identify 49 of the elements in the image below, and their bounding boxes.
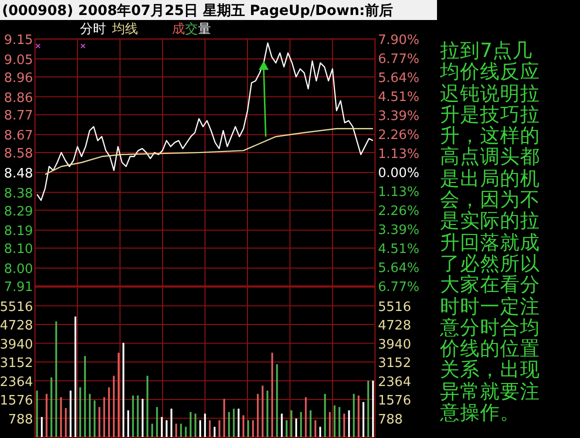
text: 分时: [80, 22, 106, 37]
y-tick-label: 5516: [0, 300, 33, 315]
y2-tick-label: 4.51%: [378, 90, 420, 106]
y-tick-label: 8.48: [4, 166, 33, 182]
y2-tick-label: 2.26%: [378, 128, 420, 143]
y2-tick-label: 4.51%: [378, 242, 420, 257]
text: 成交量: [172, 21, 211, 37]
y2-tick-label: 5516: [378, 300, 412, 315]
y2-tick-label: 6.77%: [378, 52, 420, 68]
y2-tick-label: 4728: [378, 318, 412, 334]
y-tick-label: 8.29: [4, 204, 33, 220]
y-tick-label: 8.86: [4, 90, 33, 106]
y-tick-label: 8.96: [4, 70, 33, 86]
y2-tick-label: 0.00%: [378, 166, 420, 182]
y2-tick-label: 1.13%: [378, 146, 420, 162]
line-series: [44, 128, 374, 176]
y-tick-label: 3940: [0, 337, 33, 352]
y2-tick-label: 3.39%: [378, 223, 420, 238]
y2-tick-label: 3940: [378, 337, 412, 352]
y-tick-label: 9.15: [4, 33, 33, 48]
y2-tick-label: 5.64%: [378, 260, 420, 276]
y-tick-label: 2364: [0, 374, 33, 390]
y-tick-label: 788: [8, 412, 33, 428]
y2-tick-label: 2.26%: [378, 204, 420, 220]
y-tick-label: 1576: [0, 394, 33, 408]
y2-tick-label: 7.90%: [378, 33, 420, 48]
y-tick-label: 8.00: [4, 262, 33, 278]
y-tick-label: 8.58: [4, 146, 33, 162]
y-tick-label: 8.19: [4, 224, 33, 240]
y2-tick-label: 5.64%: [378, 71, 420, 86]
y2-tick-label: 788: [378, 412, 403, 428]
y-tick-label: 8.38: [4, 186, 33, 202]
chart-title: (000908) 2008年07月25日 星期五 PageUp/Down:前后: [2, 2, 393, 19]
y2-tick-label: 3152: [378, 356, 412, 371]
y-tick-label: 3152: [0, 356, 33, 371]
y-tick-label: 8.77: [4, 108, 33, 124]
y2-tick-label: 6.77%: [378, 280, 420, 295]
y-tick-label: 8.10: [4, 242, 33, 258]
y-tick-label: 8.67: [4, 128, 33, 144]
line-series: [36, 42, 374, 201]
y2-tick-label: 1.13%: [378, 185, 420, 200]
y-tick-label: 4728: [0, 318, 33, 334]
y2-tick-label: 3.39%: [378, 108, 420, 124]
y-tick-label: 9.05: [4, 52, 33, 68]
y2-tick-label: 1576: [378, 394, 412, 408]
text: 拉到7点几均价线反应迟钝说明拉升是技巧拉升，这样的高点调头都是出局的机会，因为不是实际的拉升回落就成了必然所以大家在看分时时一定注意分时合均价线的位置关系，出现异常就要注意操作。: [440, 39, 540, 424]
y2-tick-label: 2364: [378, 374, 412, 390]
y-tick-label: 7.91: [4, 280, 33, 295]
text: 均线: [111, 22, 138, 37]
